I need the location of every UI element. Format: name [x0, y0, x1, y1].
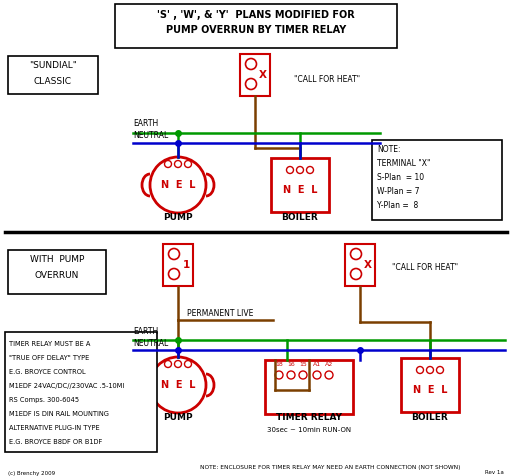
Text: TERMINAL "X": TERMINAL "X": [377, 159, 431, 169]
Text: X: X: [259, 70, 267, 80]
Text: BOILER: BOILER: [412, 414, 449, 423]
Circle shape: [164, 360, 172, 367]
Circle shape: [426, 367, 434, 374]
Text: E.G. BROYCE B8DF OR B1DF: E.G. BROYCE B8DF OR B1DF: [9, 439, 102, 445]
Text: N  E  L: N E L: [413, 385, 447, 395]
Text: OVERRUN: OVERRUN: [35, 271, 79, 280]
Text: EARTH: EARTH: [133, 327, 158, 336]
Circle shape: [184, 160, 191, 168]
Circle shape: [245, 59, 257, 69]
Text: NOTE:: NOTE:: [377, 146, 400, 155]
Text: BOILER: BOILER: [282, 214, 318, 222]
Text: RS Comps. 300-6045: RS Comps. 300-6045: [9, 397, 79, 403]
Bar: [8, 250, 106, 294]
Text: Y-Plan =  8: Y-Plan = 8: [377, 201, 418, 210]
Bar: [345, 244, 375, 286]
Text: M1EDF 24VAC/DC//230VAC .5-10MI: M1EDF 24VAC/DC//230VAC .5-10MI: [9, 383, 124, 389]
Circle shape: [351, 268, 361, 279]
Circle shape: [307, 167, 313, 173]
Text: A2: A2: [325, 361, 333, 367]
Bar: [401, 358, 459, 412]
Text: WITH  PUMP: WITH PUMP: [30, 256, 84, 265]
Text: NEUTRAL: NEUTRAL: [133, 131, 168, 140]
Text: Rev 1a: Rev 1a: [485, 470, 504, 476]
Text: X: X: [364, 260, 372, 270]
Circle shape: [351, 248, 361, 259]
Text: (c) Brenchy 2009: (c) Brenchy 2009: [8, 470, 55, 476]
Bar: [240, 54, 270, 96]
Text: NOTE: ENCLOSURE FOR TIMER RELAY MAY NEED AN EARTH CONNECTION (NOT SHOWN): NOTE: ENCLOSURE FOR TIMER RELAY MAY NEED…: [200, 465, 460, 469]
Text: "CALL FOR HEAT": "CALL FOR HEAT": [294, 76, 360, 85]
Text: 18: 18: [275, 361, 283, 367]
Circle shape: [299, 371, 307, 379]
Text: "TRUE OFF DELAY" TYPE: "TRUE OFF DELAY" TYPE: [9, 355, 89, 361]
Text: E.G. BROYCE CONTROL: E.G. BROYCE CONTROL: [9, 369, 86, 375]
Text: PUMP: PUMP: [163, 214, 193, 222]
Circle shape: [175, 160, 181, 168]
Bar: [265, 360, 353, 414]
Text: PUMP OVERRUN BY TIMER RELAY: PUMP OVERRUN BY TIMER RELAY: [166, 25, 346, 35]
Text: PERMANENT LIVE: PERMANENT LIVE: [187, 308, 253, 317]
Bar: [372, 140, 502, 220]
Circle shape: [416, 367, 423, 374]
Text: "CALL FOR HEAT": "CALL FOR HEAT": [392, 264, 458, 272]
Text: CLASSIC: CLASSIC: [34, 78, 72, 87]
Text: 15: 15: [299, 361, 307, 367]
Circle shape: [164, 160, 172, 168]
Text: 1: 1: [182, 260, 189, 270]
Circle shape: [150, 157, 206, 213]
Text: A1: A1: [313, 361, 321, 367]
Text: N  E  L: N E L: [161, 180, 195, 190]
Text: W-Plan = 7: W-Plan = 7: [377, 188, 419, 197]
Text: 'S' , 'W', & 'Y'  PLANS MODIFIED FOR: 'S' , 'W', & 'Y' PLANS MODIFIED FOR: [157, 10, 355, 20]
Text: N  E  L: N E L: [161, 380, 195, 390]
Bar: [115, 4, 397, 48]
Circle shape: [275, 371, 283, 379]
Circle shape: [296, 167, 304, 173]
Text: TIMER RELAY: TIMER RELAY: [276, 414, 342, 423]
Circle shape: [437, 367, 443, 374]
Circle shape: [313, 371, 321, 379]
Circle shape: [150, 357, 206, 413]
Text: S-Plan  = 10: S-Plan = 10: [377, 173, 424, 182]
Bar: [163, 244, 193, 286]
Text: PUMP: PUMP: [163, 414, 193, 423]
Text: "SUNDIAL": "SUNDIAL": [29, 61, 77, 70]
Bar: [8, 56, 98, 94]
Circle shape: [325, 371, 333, 379]
Bar: [5, 332, 157, 452]
Text: N  E  L: N E L: [283, 185, 317, 195]
Circle shape: [287, 167, 293, 173]
Text: NEUTRAL: NEUTRAL: [133, 339, 168, 348]
Circle shape: [184, 360, 191, 367]
Text: M1EDF IS DIN RAIL MOUNTING: M1EDF IS DIN RAIL MOUNTING: [9, 411, 109, 417]
Circle shape: [168, 268, 180, 279]
Text: 16: 16: [287, 361, 295, 367]
Text: EARTH: EARTH: [133, 119, 158, 129]
Bar: [271, 158, 329, 212]
Circle shape: [245, 79, 257, 89]
Text: ALTERNATIVE PLUG-IN TYPE: ALTERNATIVE PLUG-IN TYPE: [9, 425, 100, 431]
Circle shape: [287, 371, 295, 379]
Circle shape: [175, 360, 181, 367]
Circle shape: [168, 248, 180, 259]
Text: 30sec ~ 10min RUN-ON: 30sec ~ 10min RUN-ON: [267, 427, 351, 433]
Text: TIMER RELAY MUST BE A: TIMER RELAY MUST BE A: [9, 341, 91, 347]
